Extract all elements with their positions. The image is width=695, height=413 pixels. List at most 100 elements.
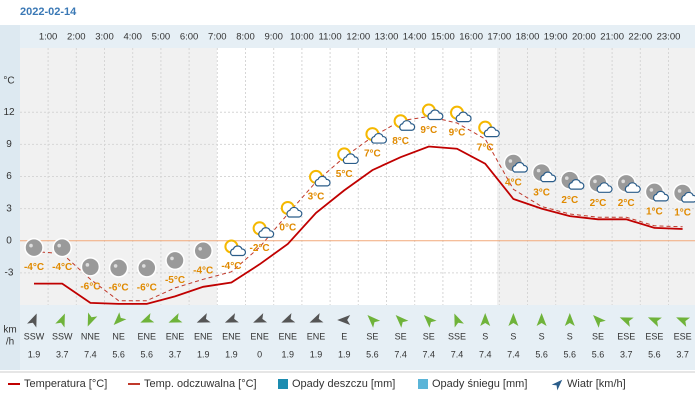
value-label: 0°C (279, 223, 296, 234)
wind-direction: NNE (81, 331, 100, 341)
value-label: -4°C (24, 262, 44, 273)
hour-label: 15:00 (431, 32, 455, 43)
value-label: -6°C (137, 283, 157, 294)
cloud-icon (540, 171, 557, 183)
y-tick-label: -3 (5, 268, 14, 279)
hour-label: 2:00 (67, 32, 86, 43)
wind-arrow (367, 315, 381, 328)
hour-label: 4:00 (123, 32, 142, 43)
moon-icon (80, 257, 101, 277)
legend-label: Temperatura [°C] (24, 378, 107, 390)
wind-speed: 3.7 (676, 349, 689, 359)
hour-label: 8:00 (236, 32, 255, 43)
wind-direction: S (539, 331, 545, 341)
moon-spot (677, 189, 682, 193)
wind-speed: 3.7 (56, 349, 69, 359)
wind-speed: 3.7 (620, 349, 633, 359)
legend-label: Temp. odczuwalna [°C] (144, 378, 257, 390)
date: 2022-02-14 (20, 6, 77, 18)
wind-direction: ENE (307, 331, 326, 341)
hour-label: 14:00 (403, 32, 427, 43)
wind-speed: 5.6 (564, 349, 577, 359)
wind-arrow (423, 315, 437, 328)
value-label: 9°C (420, 125, 437, 136)
hour-label: 1:00 (39, 32, 58, 43)
moon-icon (52, 237, 72, 258)
wind-speed: 1.9 (225, 349, 238, 359)
wind-speed: 1.9 (282, 349, 295, 359)
moon-icon (137, 258, 157, 278)
cloud-icon (596, 182, 613, 193)
wind-speed: 5.6 (141, 349, 154, 359)
y-tick-label: 6 (6, 171, 12, 182)
moon-spot (198, 246, 202, 251)
hour-label: 23:00 (657, 32, 681, 43)
wind-direction: ESE (617, 331, 635, 341)
hour-label: 11:00 (319, 32, 342, 43)
cloud-icon (427, 109, 444, 121)
hour-header (20, 25, 695, 48)
cloud-icon (371, 133, 388, 144)
wind-arrow (281, 313, 296, 323)
cloud-icon (653, 190, 670, 202)
wind-direction: ENE (138, 331, 157, 341)
wind-direction: S (482, 331, 488, 341)
value-label: 7°C (364, 149, 381, 160)
wind-speed: 7.4 (479, 349, 492, 359)
wind-arrow (55, 313, 65, 328)
wind-direction: SSE (448, 331, 466, 341)
cloud-icon (624, 182, 641, 193)
wind-speed: 3.7 (169, 349, 182, 359)
wind-speed: 1.9 (310, 349, 323, 359)
wind-speed: 0 (257, 349, 262, 359)
legend-swatch (418, 379, 428, 389)
hour-label: 13:00 (375, 32, 399, 43)
moon-spot (57, 243, 61, 248)
wind-arrow (309, 313, 324, 323)
moon-spot (508, 159, 513, 163)
moon-spot (29, 243, 33, 248)
hour-label: 3:00 (95, 32, 114, 43)
wind-arrow (593, 315, 606, 328)
hour-label: 7:00 (208, 32, 227, 43)
wind-direction: ESE (674, 331, 692, 341)
hour-label: 16:00 (459, 32, 483, 43)
wind-arrow (196, 313, 211, 323)
wind-arrow (619, 317, 634, 327)
wind-direction: ENE (250, 331, 269, 341)
value-label: 4°C (505, 178, 522, 189)
wind-speed: 5.6 (592, 349, 605, 359)
value-label: -2°C (250, 243, 270, 254)
value-label: 2°C (590, 198, 607, 209)
moon-spot (593, 179, 597, 184)
wind-direction: ENE (166, 331, 185, 341)
wind-arrow (647, 317, 662, 327)
wind-direction: SSW (52, 331, 73, 341)
wind-direction: ENE (279, 331, 298, 341)
hour-label: 17:00 (487, 32, 511, 43)
value-label: -6°C (109, 283, 129, 294)
hour-label: 9:00 (264, 32, 283, 43)
cloud-icon (512, 161, 529, 173)
value-label: 2°C (618, 198, 635, 209)
moon-spot (621, 179, 625, 184)
value-label: 5°C (336, 169, 353, 180)
axis-strip (0, 25, 20, 370)
wind-arrow (87, 312, 98, 327)
moon-icon (108, 258, 129, 278)
cloud-icon (483, 126, 500, 138)
wind-arrow (564, 313, 575, 326)
hour-label: 20:00 (572, 32, 596, 43)
wind-arrow (168, 313, 183, 323)
legend-label: Opady deszczu [mm] (292, 378, 395, 390)
wind-speed: 7.4 (451, 349, 464, 359)
wind-direction: S (567, 331, 573, 341)
wind-direction: SE (592, 331, 604, 341)
legend-label: Opady śniegu [mm] (432, 378, 527, 390)
moon-spot (536, 168, 541, 173)
wind-speed: 1.9 (338, 349, 351, 359)
moon-spot (649, 188, 654, 192)
temperature-line (34, 145, 683, 305)
wind-arrow (27, 313, 37, 328)
